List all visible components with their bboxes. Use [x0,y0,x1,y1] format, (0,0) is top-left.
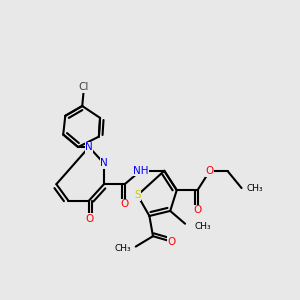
Text: O: O [194,205,202,215]
Text: CH₃: CH₃ [195,222,211,231]
Text: NH: NH [133,166,148,176]
Text: S: S [134,190,141,200]
Text: Cl: Cl [79,82,89,92]
Text: CH₃: CH₃ [247,184,263,193]
Text: O: O [85,214,93,224]
Text: N: N [100,158,108,168]
Text: O: O [167,236,175,247]
Text: O: O [205,167,214,176]
Text: O: O [121,199,129,209]
Text: CH₃: CH₃ [115,244,131,253]
Text: N: N [85,142,93,152]
